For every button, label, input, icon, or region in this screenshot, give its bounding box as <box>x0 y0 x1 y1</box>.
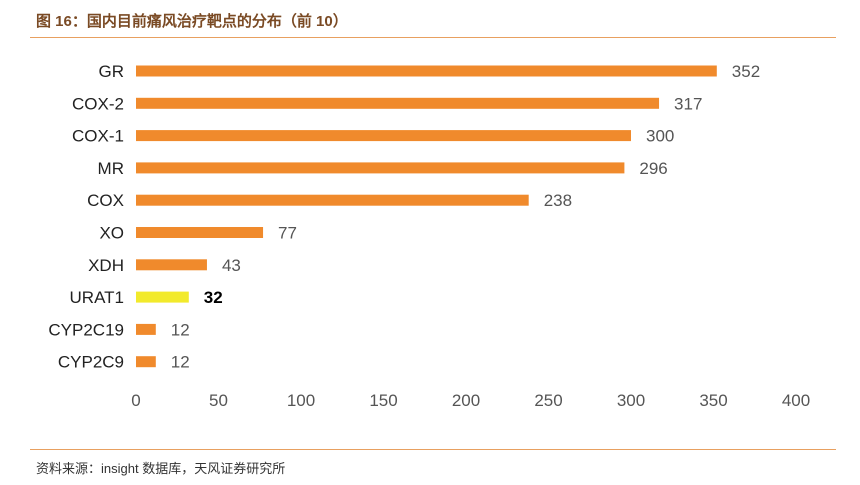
value-label: 352 <box>732 62 760 81</box>
value-label: 12 <box>171 353 190 372</box>
x-tick-label: 50 <box>209 391 228 410</box>
x-tick-label: 350 <box>699 391 727 410</box>
x-tick-label: 100 <box>287 391 315 410</box>
figure-title: 图 16：国内目前痛风治疗靶点的分布（前 10） <box>36 13 348 30</box>
value-label: 300 <box>646 127 674 146</box>
bar-xdh <box>136 259 207 271</box>
x-tick-label: 300 <box>617 391 645 410</box>
category-label: XO <box>99 224 124 243</box>
category-label: COX <box>87 191 124 210</box>
value-label: 296 <box>639 159 667 178</box>
bar-gr <box>136 65 717 77</box>
category-label: CYP2C9 <box>58 353 124 372</box>
value-label: 43 <box>222 256 241 275</box>
category-label: URAT1 <box>70 288 124 307</box>
category-labels: GR COX-2 COX-1 MR COX XO XDH URAT1 CYP2C19 CYP2C9 <box>48 62 124 372</box>
category-label: MR <box>98 159 124 178</box>
bar-urat1 <box>136 291 189 303</box>
bar-cox-2 <box>136 97 660 109</box>
x-axis-ticks: 0 50 100 150 200 250 300 350 400 <box>131 391 810 410</box>
category-label: GR <box>99 62 125 81</box>
value-label: 238 <box>544 191 572 210</box>
value-label: 317 <box>674 94 702 113</box>
bar-cyp2c9 <box>136 356 156 368</box>
value-label: 32 <box>204 288 223 307</box>
bars-group <box>136 65 717 368</box>
value-label: 77 <box>278 224 297 243</box>
category-label: XDH <box>88 256 124 275</box>
category-label: COX-2 <box>72 94 124 113</box>
category-label: CYP2C19 <box>48 320 124 339</box>
value-label: 12 <box>171 320 190 339</box>
x-tick-label: 400 <box>782 391 810 410</box>
category-label: COX-1 <box>72 127 124 146</box>
title-divider <box>30 37 836 38</box>
x-tick-label: 200 <box>452 391 480 410</box>
x-tick-label: 150 <box>369 391 397 410</box>
bar-cyp2c19 <box>136 323 156 335</box>
source-divider <box>30 449 836 450</box>
bar-mr <box>136 162 625 174</box>
x-tick-label: 0 <box>131 391 140 410</box>
source-note: 资料来源：insight 数据库，天风证券研究所 <box>36 461 286 476</box>
x-tick-label: 250 <box>534 391 562 410</box>
bar-xo <box>136 227 264 238</box>
bar-cox-1 <box>136 130 631 142</box>
bar-cox <box>136 194 529 206</box>
